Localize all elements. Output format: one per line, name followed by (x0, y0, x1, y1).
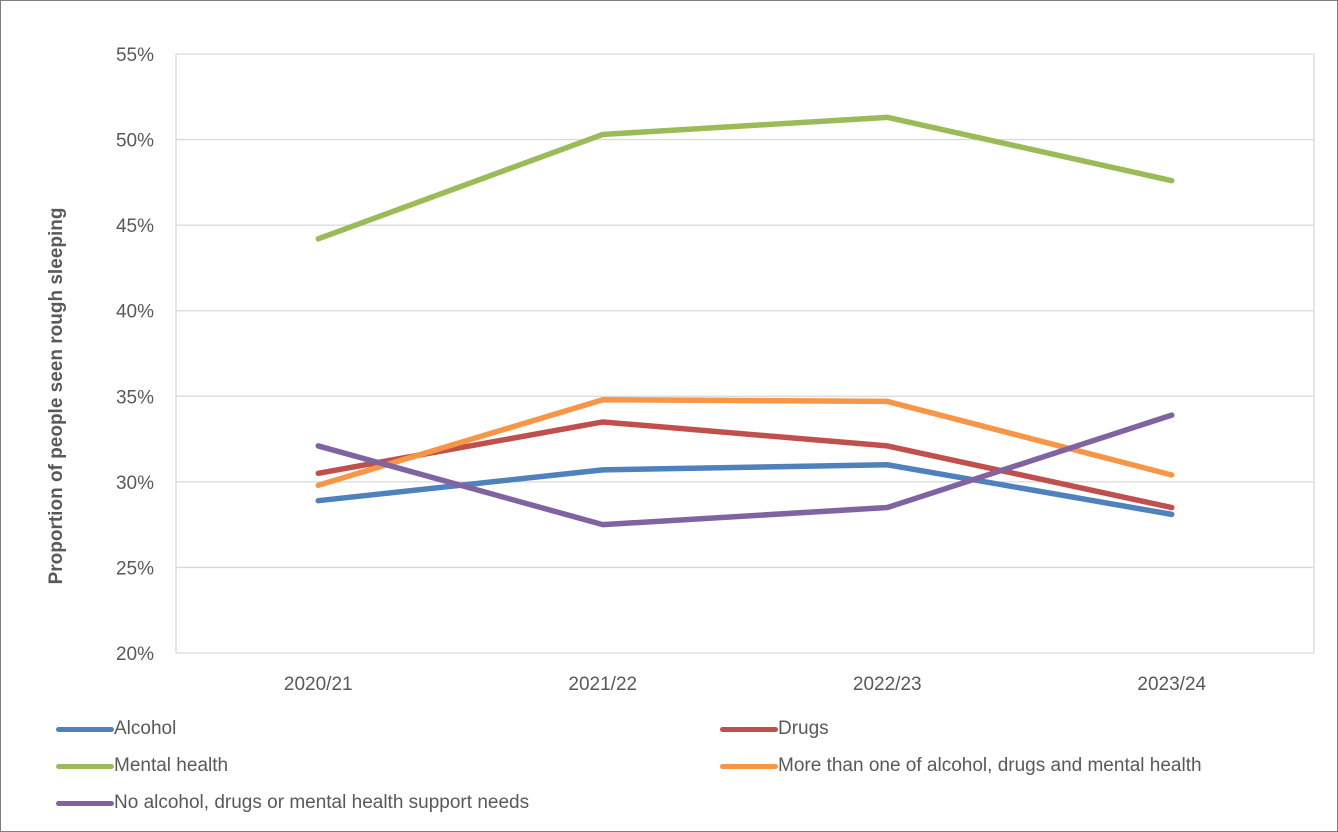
x-tick-label: 2021/22 (568, 674, 637, 695)
y-tick-label: 35% (116, 387, 154, 408)
legend-swatch (720, 763, 778, 769)
legend-label: Mental health (114, 755, 229, 776)
y-axis-tick-labels: 20% 25% 30% 35% 40% 45% 50% 55% (116, 45, 154, 665)
legend-swatch (56, 763, 114, 769)
legend-swatch (56, 726, 114, 732)
y-tick-label: 30% (116, 473, 154, 494)
series-line-alcohol (315, 461, 1175, 518)
y-tick-label: 55% (116, 45, 154, 66)
series-lines (315, 114, 1175, 528)
legend-swatch (56, 800, 114, 806)
x-axis-tick-labels: 2020/21 2021/22 2022/23 2023/24 (284, 674, 1207, 695)
x-tick-label: 2020/21 (284, 674, 353, 695)
y-tick-label: 20% (116, 644, 154, 665)
legend: Alcohol Drugs Mental health More than one o… (56, 715, 1326, 825)
y-tick-label: 50% (116, 131, 154, 152)
line-chart: 20%25%30%35%40%45%50%55% 2020/21 2021/22 2… (46, 45, 1315, 695)
x-tick-label: 2023/24 (1137, 674, 1206, 695)
series-line-drugs (315, 419, 1175, 511)
y-tick-label: 40% (116, 302, 154, 323)
gridlines (175, 53, 1315, 654)
legend-item: Alcohol (56, 715, 176, 743)
legend-item: More than one of alcohol, drugs and ment… (720, 752, 1202, 780)
legend-label: No alcohol, drugs or mental health suppo… (114, 792, 530, 813)
series-line-no-alcohol-drugs-or-mental-health-support-needs (315, 412, 1175, 528)
y-axis-title: Proportion of people seen rough sleeping (46, 208, 67, 585)
legend-item: Mental health (56, 752, 228, 780)
series-line-more-than-one-of-alcohol-drugs-and-mental-health (315, 396, 1175, 489)
y-tick-label: 25% (116, 558, 154, 579)
legend-swatch (720, 726, 778, 732)
legend-item: No alcohol, drugs or mental health suppo… (56, 789, 529, 817)
series-line-mental-health (315, 114, 1175, 242)
x-tick-label: 2022/23 (853, 674, 922, 695)
legend-label: Alcohol (114, 718, 177, 739)
y-tick-label: 45% (116, 216, 154, 237)
legend-label: Drugs (778, 718, 829, 739)
legend-label: More than one of alcohol, drugs and ment… (778, 755, 1202, 776)
legend-item: Drugs (720, 715, 829, 743)
